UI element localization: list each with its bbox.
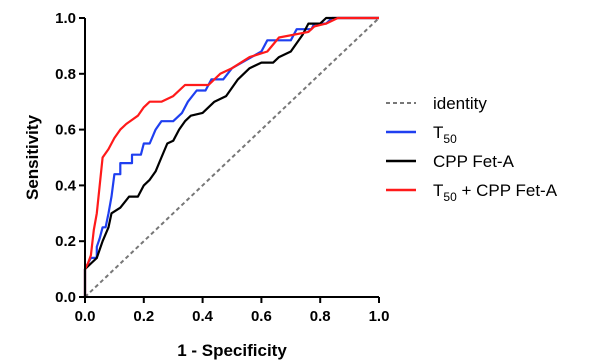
- x-tick-label: 0.6: [251, 308, 272, 325]
- y-tick-label: 1.0: [55, 10, 76, 27]
- x-tick-label: 0.4: [192, 308, 214, 325]
- series-line-combined: [83, 16, 379, 297]
- y-tick-label: 0.8: [55, 66, 76, 83]
- legend-label-combined: T50 + CPP Fet-A: [433, 181, 558, 204]
- x-tick-label: 0.2: [133, 308, 154, 325]
- legend-label-cpp: CPP Fet-A: [433, 152, 515, 171]
- y-tick-label: 0.4: [55, 177, 77, 194]
- x-tick-label: 0.8: [310, 308, 331, 325]
- y-tick-label: 0.6: [55, 122, 76, 139]
- y-tick-label: 0.2: [55, 233, 76, 250]
- x-tick-label: 0.0: [75, 308, 96, 325]
- legend-label-identity: identity: [433, 94, 487, 113]
- plot-lines: [83, 16, 380, 298]
- axes: [84, 18, 379, 298]
- y-tick-label: 0.0: [55, 289, 76, 306]
- y-ticks: 0.0 0.2 0.4 0.6 0.8 1.0: [55, 10, 85, 306]
- series-line-cpp: [83, 16, 379, 297]
- legend: identity T50 CPP Fet-A T50 + CPP Fet-A: [386, 94, 558, 204]
- series-line-t50: [83, 16, 379, 297]
- series-line-identity: [84, 17, 380, 298]
- x-ticks: 0.0 0.2 0.4 0.6 0.8 1.0: [75, 297, 390, 325]
- y-axis-title: Sensitivity: [23, 114, 42, 200]
- x-axis-title: 1 - Specificity: [177, 341, 287, 360]
- x-tick-label: 1.0: [369, 308, 390, 325]
- legend-label-t50: T50: [433, 123, 457, 146]
